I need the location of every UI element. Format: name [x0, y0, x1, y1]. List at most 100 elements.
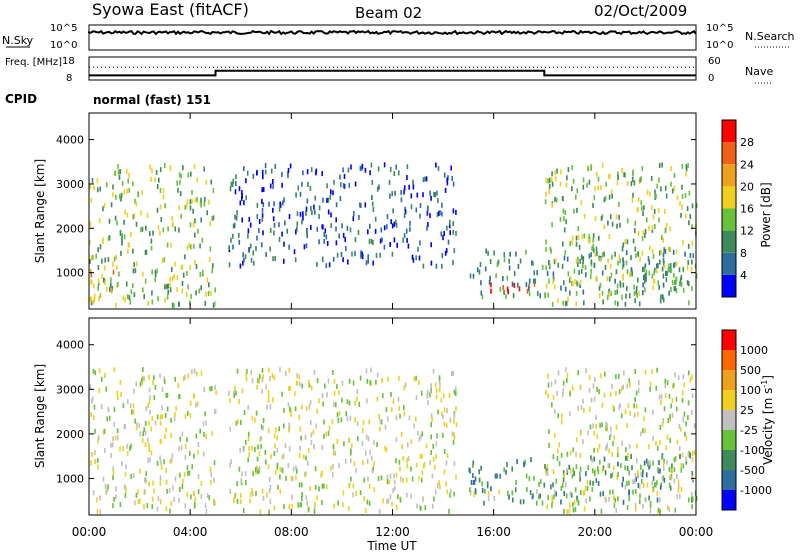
data-cell [564, 210, 567, 215]
data-cell [238, 239, 241, 245]
colorbar-tick-label: 100 [740, 384, 761, 397]
data-cell [660, 234, 663, 240]
data-cell [116, 390, 119, 396]
data-cell [415, 207, 418, 213]
data-cell [597, 469, 600, 475]
data-cell [281, 172, 283, 177]
data-cell [264, 163, 267, 168]
data-cell [229, 462, 231, 468]
data-cell [616, 180, 619, 186]
data-cell [232, 233, 234, 239]
data-cell [455, 422, 458, 428]
data-cell [97, 435, 100, 441]
data-cell [235, 215, 238, 221]
data-cell [558, 461, 561, 467]
data-cell [313, 509, 316, 514]
data-cell [382, 498, 384, 504]
data-cell [592, 423, 594, 429]
data-cell [685, 166, 688, 172]
data-cell [190, 171, 192, 177]
data-cell [533, 281, 536, 287]
data-cell [350, 448, 352, 454]
data-cell [657, 445, 659, 451]
data-cell [642, 469, 644, 475]
data-cell [145, 471, 148, 477]
data-cell [498, 489, 501, 495]
data-cell [634, 246, 637, 252]
data-cell [197, 442, 200, 448]
data-cell [635, 506, 637, 512]
data-cell [383, 225, 386, 231]
data-cell [375, 253, 378, 258]
data-cell [588, 234, 591, 239]
data-cell [435, 263, 438, 269]
data-cell [562, 482, 564, 488]
data-cell [687, 400, 690, 406]
data-cell [170, 417, 172, 423]
data-cell [674, 507, 677, 513]
colorbar-tick-label: 28 [740, 136, 754, 149]
data-cell [447, 239, 450, 245]
data-cell [675, 406, 678, 412]
data-cell [160, 217, 163, 222]
data-cell [434, 489, 437, 495]
data-cell [644, 232, 646, 238]
data-cell [580, 268, 583, 274]
data-cell [112, 184, 114, 190]
data-cell [437, 409, 439, 415]
data-cell [283, 258, 285, 264]
data-cell [536, 270, 538, 276]
data-cell [269, 499, 272, 504]
data-cell [366, 378, 369, 384]
data-cell [149, 457, 151, 463]
data-cell [573, 471, 575, 477]
data-cell [675, 288, 678, 293]
data-cell [629, 272, 631, 278]
data-cell [194, 232, 196, 238]
data-cell [165, 392, 168, 398]
data-cell [208, 256, 211, 262]
data-cell [666, 434, 669, 440]
data-cell [589, 273, 592, 279]
data-cell [363, 477, 365, 483]
data-cell [635, 390, 638, 396]
data-cell [604, 470, 607, 476]
data-cell [166, 392, 169, 398]
data-cell [208, 282, 210, 288]
data-cell [617, 373, 620, 379]
data-cell [691, 497, 693, 503]
data-cell [310, 440, 313, 445]
data-cell [279, 488, 282, 494]
data-cell [239, 200, 242, 206]
colorbar-swatch [722, 164, 736, 187]
data-cell [230, 237, 232, 243]
data-cell [342, 257, 344, 263]
data-cell [614, 290, 616, 295]
data-cell [656, 263, 658, 269]
data-cell [431, 473, 434, 479]
data-cell [352, 483, 355, 489]
data-cell [386, 214, 389, 220]
data-cell [169, 277, 171, 282]
data-cell [592, 233, 595, 239]
data-cell [578, 245, 581, 250]
data-cell [403, 213, 406, 219]
data-cell [569, 411, 571, 417]
data-cell [381, 378, 383, 383]
data-cell [156, 184, 159, 189]
data-cell [406, 175, 408, 180]
data-cell [332, 256, 335, 262]
data-cell [101, 404, 103, 410]
data-cell [425, 443, 428, 449]
data-cell [123, 219, 125, 225]
data-cell [691, 491, 693, 497]
data-cell [326, 392, 328, 398]
data-cell [256, 456, 259, 462]
data-cell [145, 406, 148, 412]
data-cell [297, 502, 300, 508]
data-cell [430, 450, 432, 456]
data-cell [148, 387, 151, 393]
data-cell [488, 279, 491, 285]
